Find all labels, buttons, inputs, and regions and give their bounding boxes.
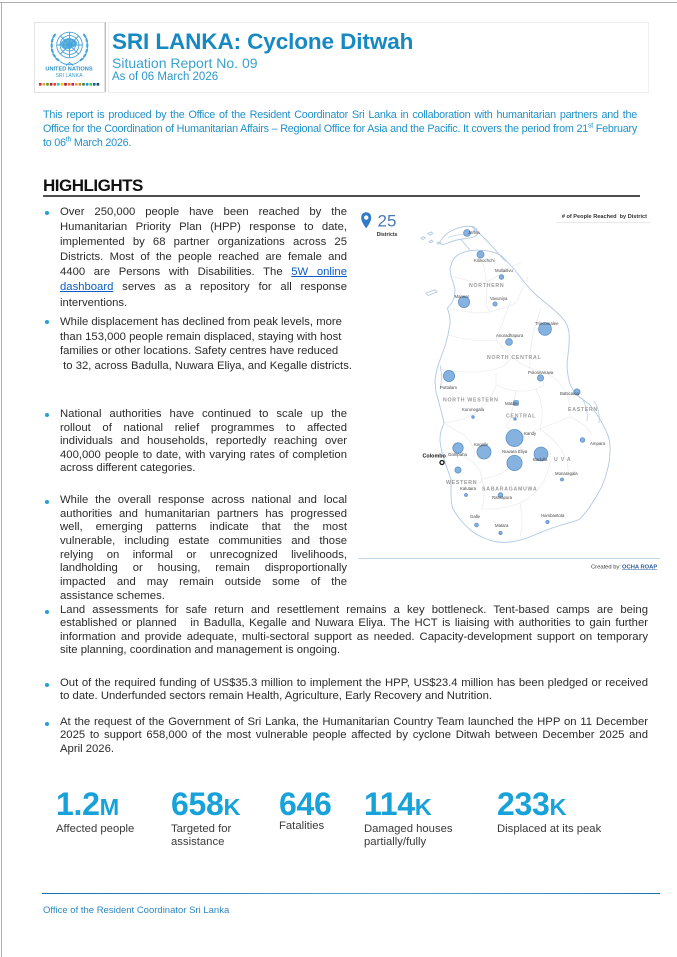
svg-text:WESTERN: WESTERN <box>446 480 477 486</box>
svg-text:Mullaitivu: Mullaitivu <box>495 268 514 273</box>
svg-text:U V A: U V A <box>554 457 571 463</box>
svg-text:Badulla: Badulla <box>533 457 548 462</box>
svg-text:Kandy: Kandy <box>524 431 537 436</box>
svg-text:# of People Reached by Distri: # of People Reached by District <box>562 214 647 220</box>
svg-text:Districts: Districts <box>377 232 398 238</box>
svg-text:UNITED NATIONS: UNITED NATIONS <box>45 67 92 73</box>
svg-text:Colombo: Colombo <box>423 454 447 460</box>
svg-text:Vavuniya: Vavuniya <box>490 296 508 301</box>
svg-text:Hambantota: Hambantota <box>541 513 565 518</box>
svg-text:Anuradhapura: Anuradhapura <box>496 333 524 338</box>
svg-text:Kilinochchi: Kilinochchi <box>474 258 495 263</box>
svg-text:Kegalle: Kegalle <box>474 442 489 447</box>
svg-text:SRI LANKA: SRI LANKA <box>55 73 83 79</box>
svg-text:Galle: Galle <box>470 514 481 519</box>
svg-text:Jaffna: Jaffna <box>468 230 480 235</box>
svg-text:OCHA ROAP: OCHA ROAP <box>622 565 657 571</box>
svg-text:Polonnaruwa: Polonnaruwa <box>528 370 554 375</box>
svg-text:EASTERN: EASTERN <box>568 407 598 413</box>
svg-text:Kalutara: Kalutara <box>460 486 477 491</box>
svg-text:Monaragala: Monaragala <box>555 471 578 476</box>
svg-text:NORTH CENTRAL: NORTH CENTRAL <box>487 355 541 361</box>
svg-text:Ampara: Ampara <box>590 441 606 446</box>
svg-text:Mannar: Mannar <box>455 294 470 299</box>
svg-text:Created by:: Created by: <box>591 565 621 571</box>
svg-text:CENTRAL: CENTRAL <box>506 414 536 420</box>
svg-text:Puttalam: Puttalam <box>440 385 457 390</box>
svg-text:Batticaloa: Batticaloa <box>560 391 579 396</box>
svg-text:Gampaha: Gampaha <box>448 452 467 457</box>
svg-text:Trincomalee: Trincomalee <box>535 321 559 326</box>
svg-text:NORTHERN: NORTHERN <box>469 283 504 289</box>
svg-text:Matale: Matale <box>505 401 519 406</box>
svg-text:Matara: Matara <box>495 523 509 528</box>
svg-text:Ratnapura: Ratnapura <box>492 495 513 500</box>
svg-text:NORTH WESTERN: NORTH WESTERN <box>443 398 499 404</box>
svg-text:Nuwara Eliya: Nuwara Eliya <box>502 449 528 454</box>
svg-text:25: 25 <box>378 212 397 231</box>
svg-text:SABARAGAMUWA: SABARAGAMUWA <box>482 487 537 493</box>
svg-text:Kurunegala: Kurunegala <box>462 407 485 412</box>
